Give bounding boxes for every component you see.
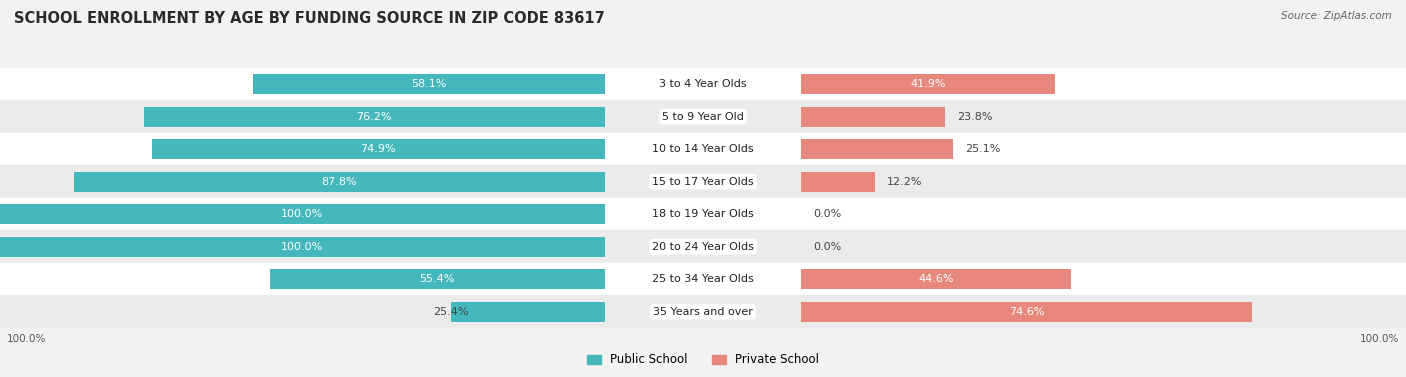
Bar — [451, 302, 605, 322]
Bar — [801, 100, 1406, 133]
Bar — [801, 172, 875, 192]
Bar — [0, 198, 605, 230]
Bar — [801, 230, 1406, 263]
Text: 100.0%: 100.0% — [281, 242, 323, 252]
Bar — [0, 133, 605, 166]
Bar — [801, 166, 1406, 198]
Bar — [801, 107, 945, 127]
Bar — [801, 133, 1406, 166]
Bar — [152, 139, 605, 159]
Bar — [605, 100, 801, 133]
Bar — [801, 198, 1406, 230]
Bar — [73, 172, 605, 192]
Bar — [801, 302, 1253, 322]
Text: 74.6%: 74.6% — [1010, 307, 1045, 317]
Legend: Public School, Private School: Public School, Private School — [582, 349, 824, 371]
Bar — [801, 269, 1071, 289]
Text: 15 to 17 Year Olds: 15 to 17 Year Olds — [652, 177, 754, 187]
Text: Source: ZipAtlas.com: Source: ZipAtlas.com — [1281, 11, 1392, 21]
Bar — [605, 133, 801, 166]
Bar — [605, 166, 801, 198]
Text: 25.4%: 25.4% — [433, 307, 468, 317]
Bar — [605, 68, 801, 100]
Text: 55.4%: 55.4% — [419, 274, 454, 284]
Text: 41.9%: 41.9% — [910, 79, 946, 89]
Bar — [0, 166, 605, 198]
Bar — [0, 237, 605, 257]
Bar — [270, 269, 605, 289]
Text: SCHOOL ENROLLMENT BY AGE BY FUNDING SOURCE IN ZIP CODE 83617: SCHOOL ENROLLMENT BY AGE BY FUNDING SOUR… — [14, 11, 605, 26]
Bar — [801, 296, 1406, 328]
Text: 23.8%: 23.8% — [957, 112, 993, 122]
Bar — [801, 139, 953, 159]
Text: 74.9%: 74.9% — [360, 144, 396, 154]
Text: 35 Years and over: 35 Years and over — [652, 307, 754, 317]
Bar — [253, 74, 605, 94]
Text: 100.0%: 100.0% — [1360, 334, 1399, 344]
Text: 12.2%: 12.2% — [887, 177, 922, 187]
Bar — [0, 296, 605, 328]
Bar — [605, 230, 801, 263]
Bar — [801, 74, 1054, 94]
Bar — [0, 230, 605, 263]
Text: 87.8%: 87.8% — [322, 177, 357, 187]
Bar — [605, 198, 801, 230]
Text: 100.0%: 100.0% — [7, 334, 46, 344]
Bar — [143, 107, 605, 127]
Text: 0.0%: 0.0% — [814, 209, 842, 219]
Bar — [0, 263, 605, 296]
Bar — [0, 204, 605, 224]
Bar — [605, 296, 801, 328]
Text: 5 to 9 Year Old: 5 to 9 Year Old — [662, 112, 744, 122]
Bar — [0, 100, 605, 133]
Text: 58.1%: 58.1% — [412, 79, 447, 89]
Text: 100.0%: 100.0% — [281, 209, 323, 219]
Text: 0.0%: 0.0% — [814, 242, 842, 252]
Text: 44.6%: 44.6% — [918, 274, 955, 284]
Text: 76.2%: 76.2% — [357, 112, 392, 122]
Text: 18 to 19 Year Olds: 18 to 19 Year Olds — [652, 209, 754, 219]
Bar — [605, 263, 801, 296]
Text: 3 to 4 Year Olds: 3 to 4 Year Olds — [659, 79, 747, 89]
Bar — [801, 68, 1406, 100]
Bar — [0, 68, 605, 100]
Text: 10 to 14 Year Olds: 10 to 14 Year Olds — [652, 144, 754, 154]
Text: 20 to 24 Year Olds: 20 to 24 Year Olds — [652, 242, 754, 252]
Bar — [801, 263, 1406, 296]
Text: 25 to 34 Year Olds: 25 to 34 Year Olds — [652, 274, 754, 284]
Text: 25.1%: 25.1% — [966, 144, 1001, 154]
